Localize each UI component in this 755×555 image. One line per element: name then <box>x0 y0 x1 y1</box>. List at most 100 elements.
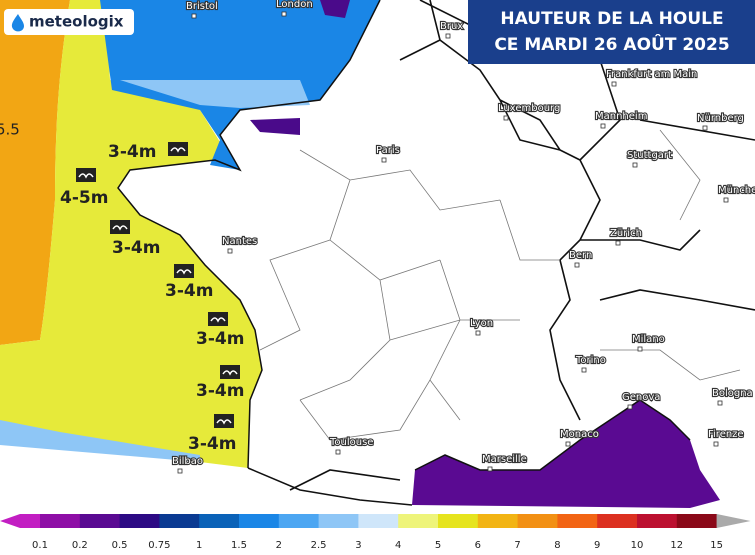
coastline <box>117 0 381 469</box>
legend-label: 4 <box>395 540 401 551</box>
city-marker <box>627 404 633 410</box>
legend-swatch <box>20 514 41 528</box>
legend-label: 1.5 <box>231 540 247 551</box>
sea-mid <box>0 0 262 468</box>
legend-swatch <box>239 514 280 528</box>
wave-icon-glyph <box>78 173 94 179</box>
city-label: Milano <box>632 334 665 345</box>
sea-channel-light <box>120 80 310 108</box>
city-marker <box>574 262 580 268</box>
legend-label: 0.75 <box>148 540 170 551</box>
legend-label: 1 <box>196 540 202 551</box>
legend-arrow-low <box>0 514 20 528</box>
sea-mediterranean <box>412 400 720 508</box>
legend-swatch <box>40 514 81 528</box>
coastline <box>247 399 691 506</box>
city-label: Bologna <box>712 388 753 399</box>
legend-swatch <box>159 514 200 528</box>
wave-height-label: 4-5m <box>60 188 108 208</box>
wave-icon-glyph <box>222 370 238 376</box>
legend-label: 15 <box>710 540 723 551</box>
title-line: HAUTEUR DE LA HOULE <box>500 9 723 29</box>
legend-swatch <box>358 514 399 528</box>
legend-swatch <box>637 514 678 528</box>
city-marker <box>503 115 509 121</box>
logo-icon <box>11 14 24 32</box>
legend-label: 7 <box>514 540 520 551</box>
city-marker <box>565 441 571 447</box>
city-marker <box>475 330 481 336</box>
sea-coast-light <box>0 420 200 462</box>
legend-label: 0.2 <box>72 540 88 551</box>
wave-icon-glyph <box>176 269 192 275</box>
legend-swatch <box>438 514 479 528</box>
legend-swatch <box>597 514 638 528</box>
legend-swatch <box>477 514 519 528</box>
wave-icon-glyph <box>170 147 186 153</box>
city-label: Lyon <box>470 318 493 329</box>
wave-icon <box>208 312 228 326</box>
legend-label: 0.1 <box>32 540 48 551</box>
legend-swatch <box>119 514 160 528</box>
wave-icon-glyph <box>216 419 232 425</box>
city-label: Toulouse <box>329 437 373 448</box>
wave-icon <box>174 264 194 278</box>
wave-icon <box>76 168 96 182</box>
legend-swatch <box>278 514 320 528</box>
city-label: Bilbao <box>172 456 203 467</box>
city-marker <box>581 367 587 373</box>
legend-swatch <box>398 514 439 528</box>
wave-icon-glyph <box>210 317 226 323</box>
city-label: Frankfurt am Main <box>606 69 697 80</box>
city-label: Stuttgart <box>627 150 672 161</box>
sea-low <box>250 0 350 135</box>
city-marker <box>637 346 643 352</box>
city-marker <box>177 468 183 474</box>
legend-label: 9 <box>594 540 600 551</box>
city-label: London <box>276 0 313 10</box>
city-marker <box>281 11 287 17</box>
wave-height-label: 3-4m <box>112 238 160 258</box>
city-label: Monaco <box>560 429 599 440</box>
city-marker <box>615 240 621 246</box>
legend-label: 0.5 <box>112 540 128 551</box>
wave-icon <box>214 414 234 428</box>
legend-label: 5 <box>435 540 441 551</box>
city-marker <box>717 400 723 406</box>
legend-label: 12 <box>670 540 683 551</box>
city-label: Paris <box>376 145 400 156</box>
legend-swatch <box>676 514 718 528</box>
city-marker <box>335 449 341 455</box>
wave-icon <box>168 142 188 156</box>
legend-label: 6 <box>475 540 481 551</box>
city-label: Bern <box>569 250 592 261</box>
legend-arrow-high <box>716 514 751 528</box>
wave-height-label: 3-4m <box>108 142 156 162</box>
wave-icon-glyph <box>112 225 128 231</box>
city-label: Torino <box>575 355 606 366</box>
wave-height-label: 3-4m <box>196 329 244 349</box>
logo-box <box>4 9 134 35</box>
city-marker <box>487 466 493 472</box>
city-label: Nantes <box>222 236 257 247</box>
city-label: Münche <box>718 185 755 196</box>
title-box <box>468 0 755 64</box>
legend-label: 3 <box>355 540 361 551</box>
city-label: Zürich <box>610 228 642 239</box>
city-marker <box>713 441 719 447</box>
wave-icon <box>110 220 130 234</box>
region-borders <box>259 129 741 441</box>
title-line: CE MARDI 26 AOÛT 2025 <box>494 33 729 55</box>
city-label: Brux <box>440 21 463 32</box>
city-label: Marseille <box>482 454 527 465</box>
sea-high <box>0 0 70 345</box>
city-marker <box>600 123 606 129</box>
city-marker <box>445 33 451 39</box>
wave-height-label: 3-4m <box>188 434 236 454</box>
legend-swatch <box>318 514 359 528</box>
legend-swatch <box>79 514 121 528</box>
city-label: Bristol <box>186 1 218 12</box>
city-marker <box>191 13 197 19</box>
